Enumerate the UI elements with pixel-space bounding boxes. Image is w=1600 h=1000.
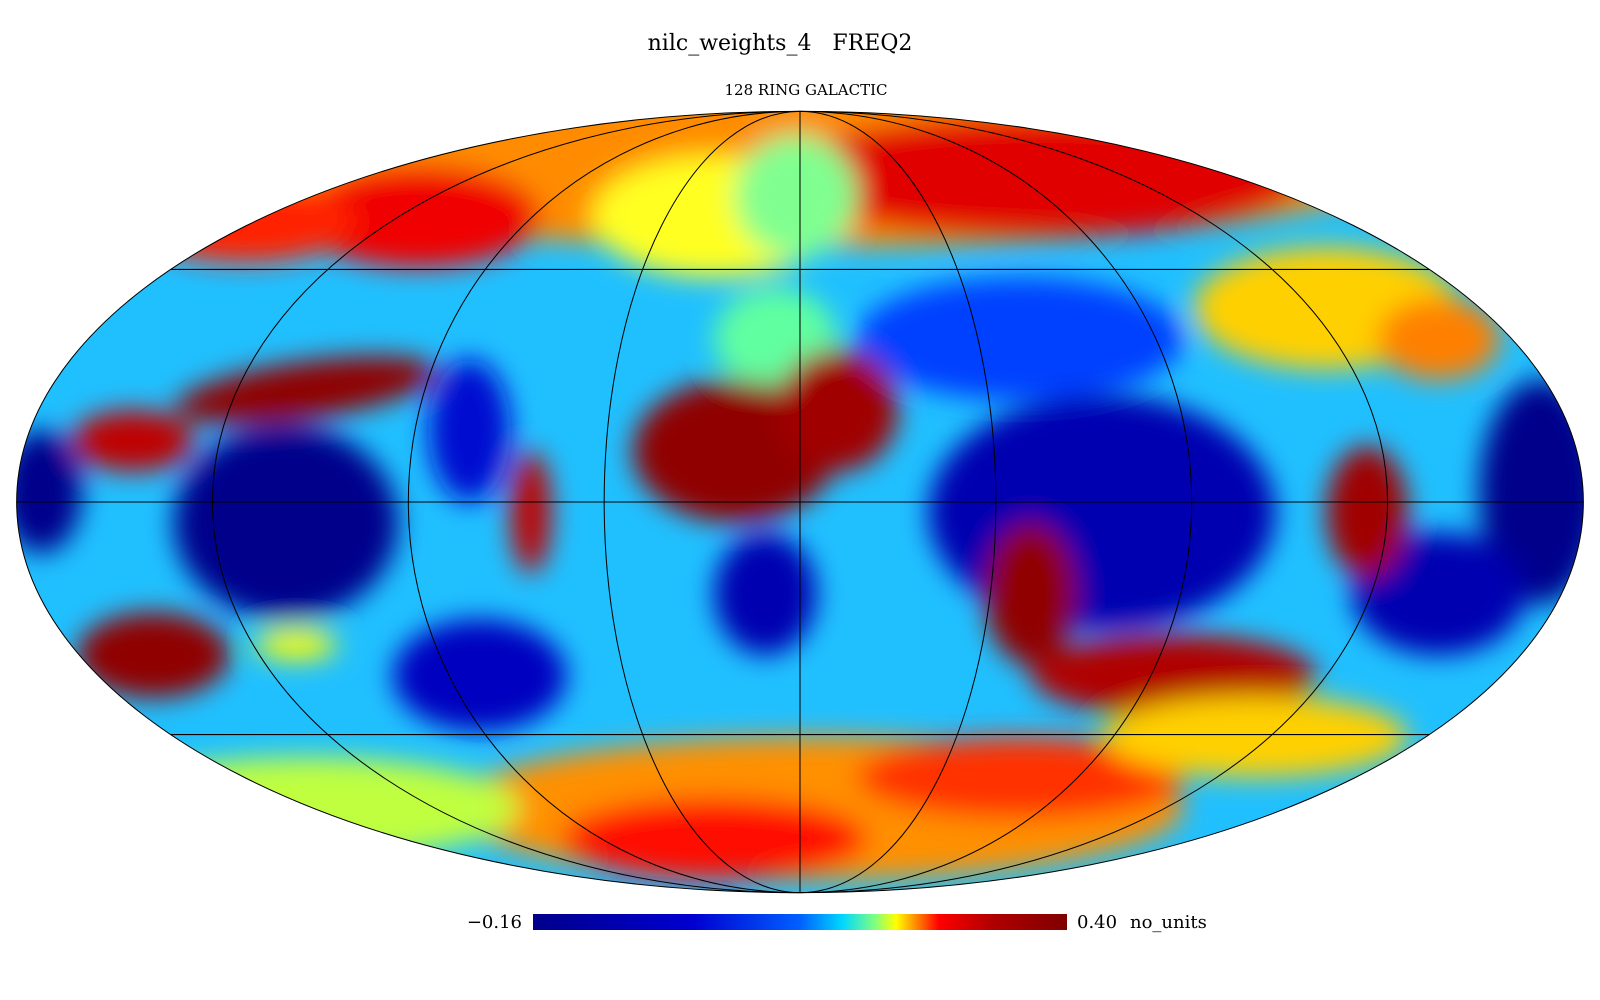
sky-map bbox=[16, 110, 1584, 894]
map-title: nilc_weights_4 FREQ2 bbox=[648, 31, 913, 56]
colorbar-min-label: −0.16 bbox=[467, 912, 522, 933]
graticule bbox=[16, 110, 1584, 894]
colorbar bbox=[533, 914, 1067, 930]
colorbar-unit: no_units bbox=[1130, 912, 1207, 933]
colorbar-max-label: 0.40 bbox=[1077, 912, 1117, 933]
map-subtitle: 128 RING GALACTIC bbox=[725, 81, 888, 99]
